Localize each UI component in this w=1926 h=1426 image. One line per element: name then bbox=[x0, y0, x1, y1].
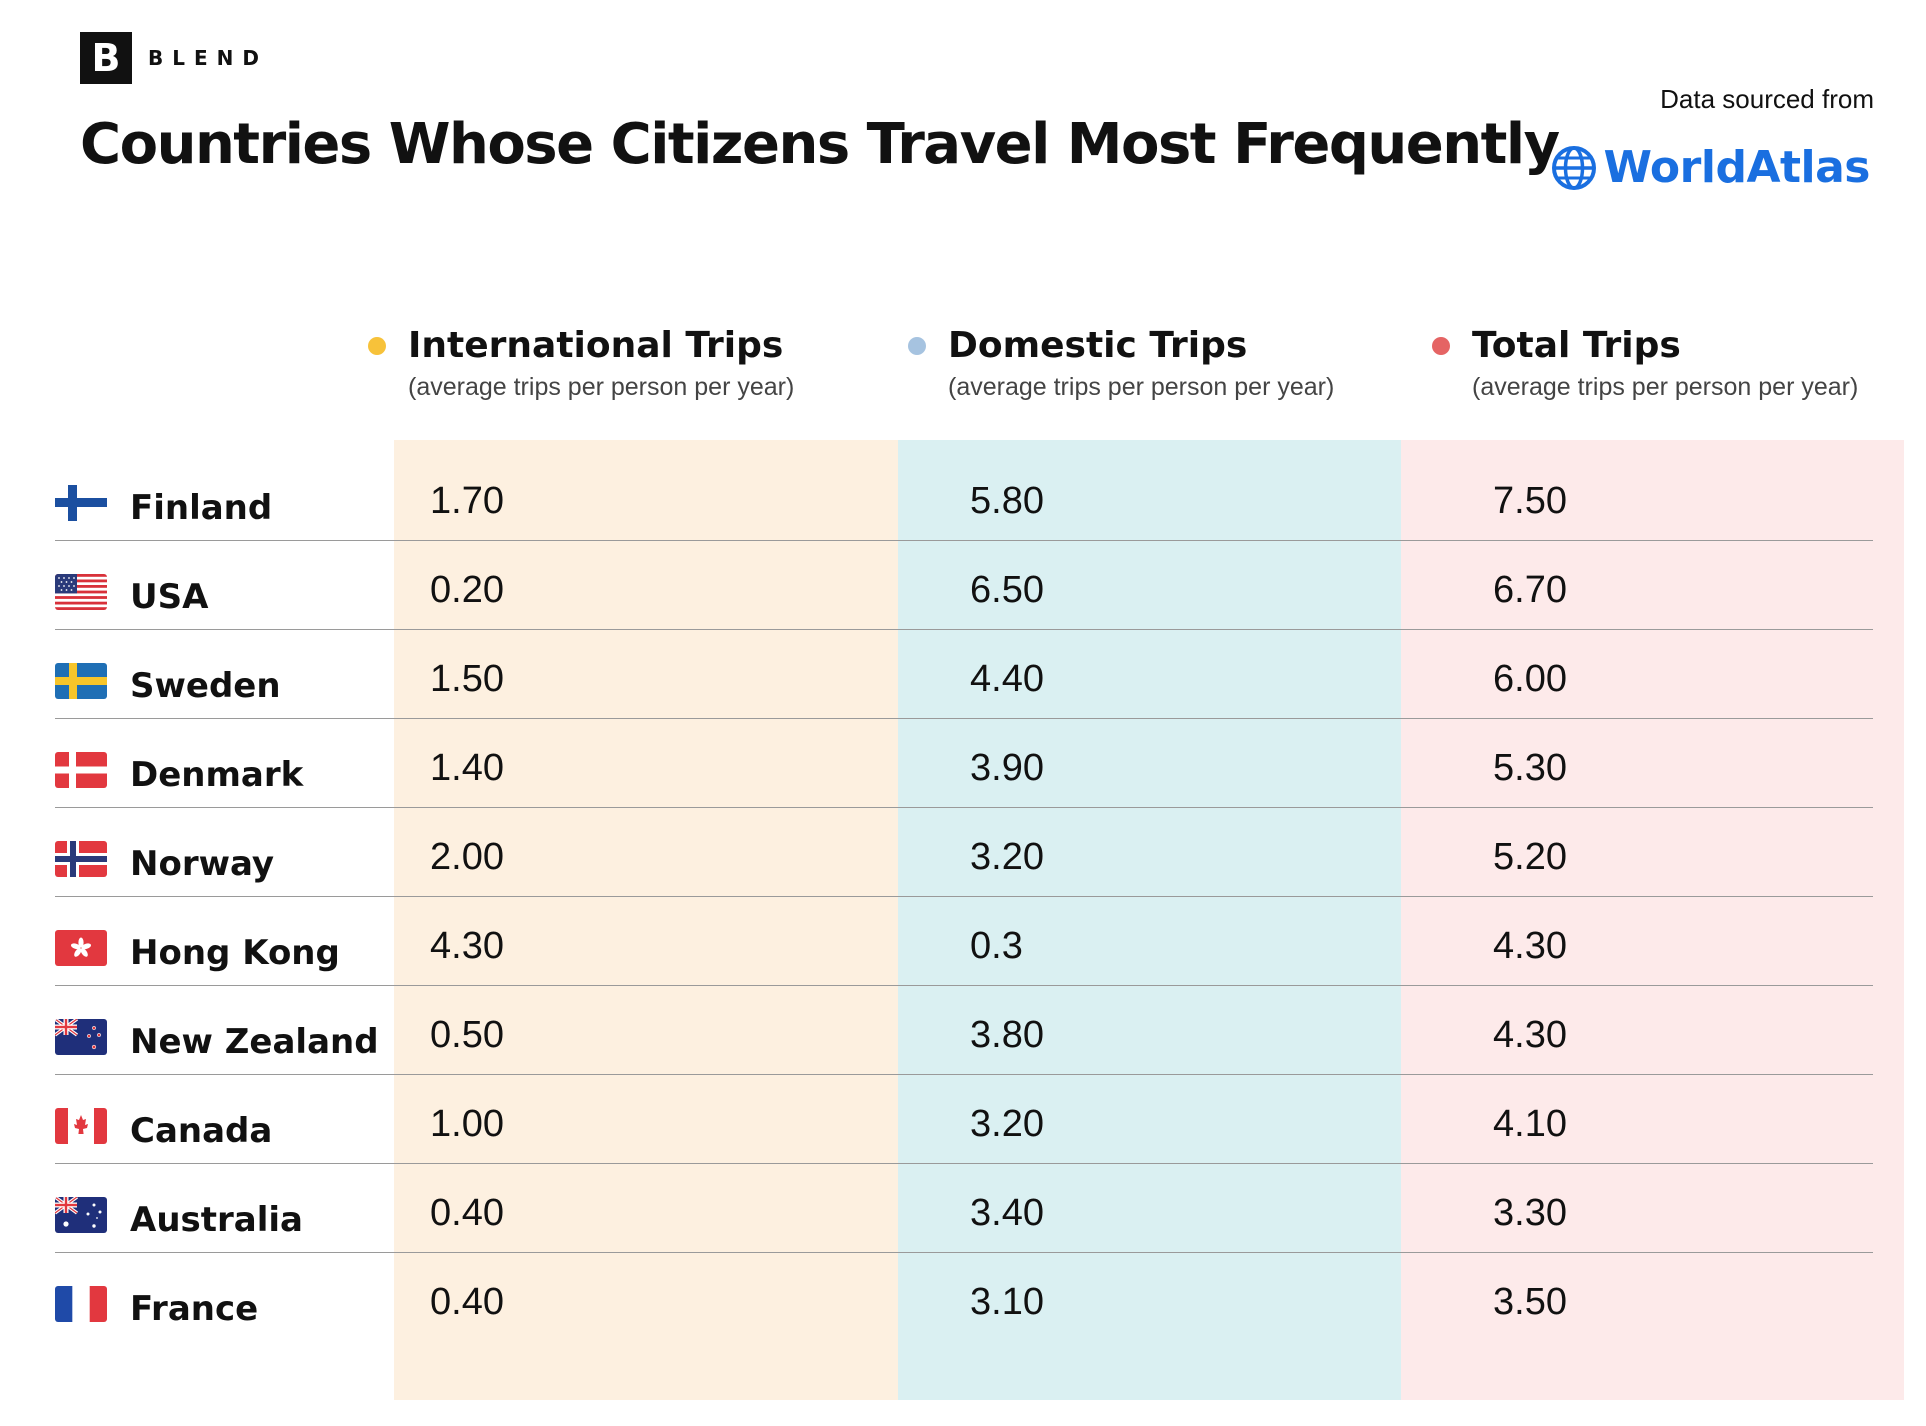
table-row: Australia 0.40 3.40 3.30 bbox=[55, 1164, 1873, 1253]
total-trips-value: 6.70 bbox=[1493, 569, 1567, 611]
domestic-column-band bbox=[898, 440, 1401, 1400]
international-trips-value: 0.40 bbox=[430, 1281, 504, 1323]
source-brand-name: WorldAtlas bbox=[1603, 142, 1870, 193]
row-divider bbox=[55, 1074, 1873, 1075]
table-row: New Zealand 0.50 3.80 4.30 bbox=[55, 986, 1873, 1075]
domestic-trips-value: 3.20 bbox=[970, 836, 1044, 878]
country-name: Norway bbox=[130, 844, 275, 884]
country-name: New Zealand bbox=[130, 1022, 379, 1062]
international-legend-dot bbox=[368, 337, 386, 355]
row-divider bbox=[55, 540, 1873, 541]
row-divider bbox=[55, 1163, 1873, 1164]
row-divider bbox=[55, 985, 1873, 986]
domestic-trips-value: 3.10 bbox=[970, 1281, 1044, 1323]
domestic-trips-value: 5.80 bbox=[970, 480, 1044, 522]
table-row: France 0.40 3.10 3.50 bbox=[55, 1253, 1873, 1342]
sweden-flag-icon bbox=[55, 663, 107, 699]
international-trips-value: 1.70 bbox=[430, 480, 504, 522]
international-column-unit: (average trips per person per year) bbox=[408, 373, 795, 401]
domestic-trips-value: 3.20 bbox=[970, 1103, 1044, 1145]
row-divider bbox=[55, 718, 1873, 719]
source-brand: WorldAtlas bbox=[1551, 142, 1870, 193]
usa-flag-icon bbox=[55, 574, 107, 610]
total-legend-dot bbox=[1432, 337, 1450, 355]
total-trips-value: 3.30 bbox=[1493, 1192, 1567, 1234]
row-divider bbox=[55, 807, 1873, 808]
country-name: Australia bbox=[130, 1200, 303, 1240]
total-column-unit: (average trips per person per year) bbox=[1472, 373, 1859, 401]
blend-logo: B BLEND bbox=[80, 32, 268, 84]
domestic-trips-value: 3.80 bbox=[970, 1014, 1044, 1056]
table-row: USA 0.20 6.50 6.70 bbox=[55, 541, 1873, 630]
country-name: Hong Kong bbox=[130, 933, 340, 973]
total-trips-value: 4.30 bbox=[1493, 925, 1567, 967]
denmark-flag-icon bbox=[55, 752, 107, 788]
total-trips-value: 4.10 bbox=[1493, 1103, 1567, 1145]
international-trips-value: 0.50 bbox=[430, 1014, 504, 1056]
canada-flag-icon bbox=[55, 1108, 107, 1144]
country-name: France bbox=[130, 1289, 259, 1329]
total-trips-value: 6.00 bbox=[1493, 658, 1567, 700]
total-trips-value: 5.20 bbox=[1493, 836, 1567, 878]
norway-flag-icon bbox=[55, 841, 107, 877]
country-name: Canada bbox=[130, 1111, 273, 1151]
domestic-trips-value: 6.50 bbox=[970, 569, 1044, 611]
total-trips-value: 3.50 bbox=[1493, 1281, 1567, 1323]
international-trips-value: 2.00 bbox=[430, 836, 504, 878]
total-trips-value: 4.30 bbox=[1493, 1014, 1567, 1056]
international-trips-value: 4.30 bbox=[430, 925, 504, 967]
total-trips-value: 5.30 bbox=[1493, 747, 1567, 789]
table-row: Sweden 1.50 4.40 6.00 bbox=[55, 630, 1873, 719]
table-row: Denmark 1.40 3.90 5.30 bbox=[55, 719, 1873, 808]
international-trips-value: 0.40 bbox=[430, 1192, 504, 1234]
table-row: Finland 1.70 5.80 7.50 bbox=[55, 452, 1873, 541]
blend-logo-mark: B bbox=[80, 32, 132, 84]
country-name: USA bbox=[130, 577, 209, 617]
total-column-title: Total Trips bbox=[1472, 325, 1681, 366]
finland-flag-icon bbox=[55, 485, 107, 521]
page-title: Countries Whose Citizens Travel Most Fre… bbox=[80, 112, 1560, 177]
total-column-band bbox=[1401, 440, 1904, 1400]
australia-flag-icon bbox=[55, 1197, 107, 1233]
domestic-trips-value: 3.90 bbox=[970, 747, 1044, 789]
row-divider bbox=[55, 629, 1873, 630]
international-trips-value: 1.50 bbox=[430, 658, 504, 700]
row-divider bbox=[55, 1252, 1873, 1253]
country-name: Denmark bbox=[130, 755, 304, 795]
table-row: Canada 1.00 3.20 4.10 bbox=[55, 1075, 1873, 1164]
domestic-trips-value: 4.40 bbox=[970, 658, 1044, 700]
domestic-column-title: Domestic Trips bbox=[948, 325, 1248, 366]
globe-icon bbox=[1552, 145, 1597, 190]
domestic-column-unit: (average trips per person per year) bbox=[948, 373, 1335, 401]
france-flag-icon bbox=[55, 1286, 107, 1322]
international-column-band bbox=[394, 440, 898, 1400]
domestic-trips-value: 0.3 bbox=[970, 925, 1023, 967]
blend-logo-text: BLEND bbox=[148, 46, 268, 70]
source-label: Data sourced from bbox=[1660, 84, 1874, 114]
hong-kong-flag-icon bbox=[55, 930, 107, 966]
domestic-trips-value: 3.40 bbox=[970, 1192, 1044, 1234]
table-row: Norway 2.00 3.20 5.20 bbox=[55, 808, 1873, 897]
row-divider bbox=[55, 896, 1873, 897]
international-trips-value: 0.20 bbox=[430, 569, 504, 611]
international-trips-value: 1.40 bbox=[430, 747, 504, 789]
table-row: Hong Kong 4.30 0.3 4.30 bbox=[55, 897, 1873, 986]
country-name: Finland bbox=[130, 488, 273, 528]
international-trips-value: 1.00 bbox=[430, 1103, 504, 1145]
international-column-title: International Trips bbox=[408, 325, 784, 366]
total-trips-value: 7.50 bbox=[1493, 480, 1567, 522]
new-zealand-flag-icon bbox=[55, 1019, 107, 1055]
domestic-legend-dot bbox=[908, 337, 926, 355]
country-name: Sweden bbox=[130, 666, 281, 706]
